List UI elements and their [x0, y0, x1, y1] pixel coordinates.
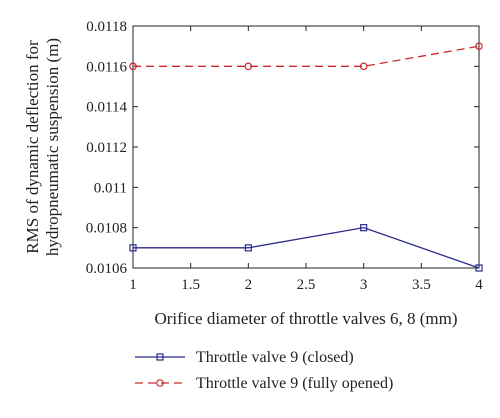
- legend-marker-1: [156, 353, 164, 361]
- data-point-series-2: [244, 62, 253, 71]
- y-tick-label: 0.0106: [86, 261, 128, 277]
- data-point-series-1: [129, 244, 137, 252]
- series-layer: [129, 42, 483, 272]
- series-line-1: [133, 226, 480, 269]
- plot-frame: [132, 25, 480, 269]
- data-point-series-2: [129, 62, 137, 71]
- data-point-series-2: [359, 62, 368, 71]
- y-tick-label: 0.0114: [86, 100, 127, 116]
- data-point-series-1: [360, 224, 368, 232]
- y-tick-label: 0.0118: [86, 19, 127, 35]
- y-tick-label: 0.0108: [86, 221, 127, 237]
- data-point-series-1: [475, 264, 483, 272]
- data-point-series-2: [475, 42, 483, 50]
- y-axis-title-line1: RMS of dynamic deflection for: [23, 40, 42, 254]
- y-tick-label: 0.0112: [86, 140, 127, 156]
- data-point-series-1: [244, 244, 252, 252]
- x-tick-label: 2: [245, 277, 253, 293]
- legend-marker-2: [156, 379, 164, 387]
- series-line-2: [133, 45, 480, 67]
- y-tick-label: 0.0116: [86, 59, 127, 75]
- legend-label-2: Throttle valve 9 (fully opened): [196, 375, 393, 392]
- y-tick-label: 0.011: [94, 180, 127, 196]
- x-axis-title: Orifice diameter of throttle valves 6, 8…: [154, 309, 457, 328]
- legend: Throttle valve 9 (closed) Throttle valve …: [135, 349, 393, 392]
- x-tick-label: 4: [475, 277, 483, 293]
- x-tick-label: 1: [129, 277, 137, 293]
- x-tick-label: 1.5: [181, 277, 200, 293]
- legend-label-1: Throttle valve 9 (closed): [196, 349, 354, 366]
- x-tick-label: 3: [360, 277, 368, 293]
- x-tick-label: 2.5: [297, 277, 316, 293]
- y-axis-ticks: 0.0106 0.0108 0.011 0.0112 0.0114 0.0116 0.011…: [86, 19, 479, 277]
- x-axis-ticks: 1 1.5 2 2.5 3 3.5 4: [129, 26, 483, 293]
- y-axis-title-line2: hydropneumatic suspension (m): [43, 38, 62, 256]
- x-tick-label: 3.5: [412, 277, 431, 293]
